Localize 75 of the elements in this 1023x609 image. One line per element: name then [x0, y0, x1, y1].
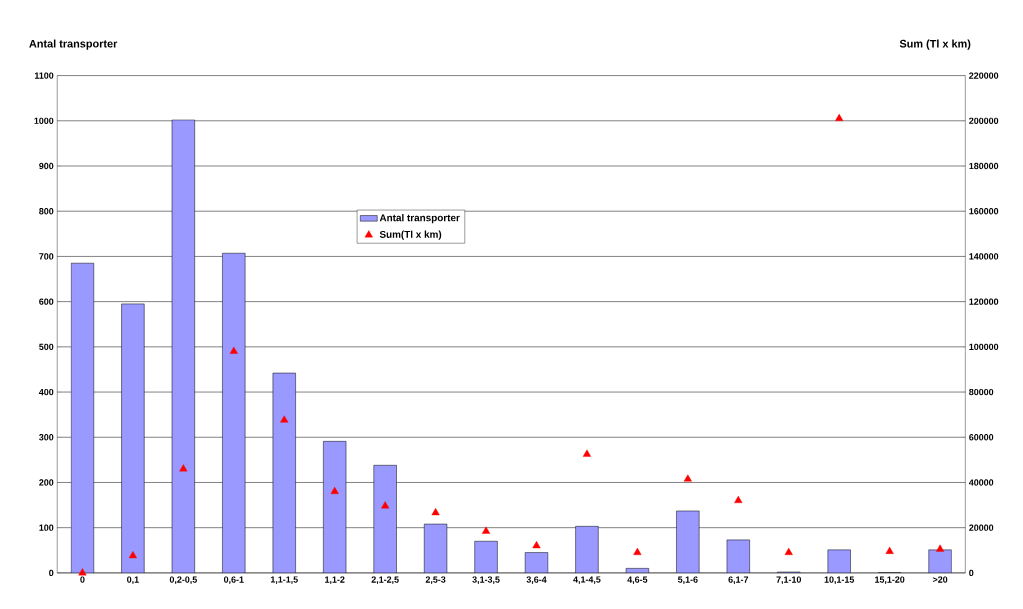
x-tick-label: 4,1-4,5 — [573, 576, 601, 585]
point — [532, 541, 541, 549]
x-tick-label: 0 — [80, 576, 85, 583]
point — [683, 474, 692, 482]
point — [936, 544, 945, 552]
legend-label: Sum(Tl x km) — [379, 230, 442, 240]
point — [431, 508, 440, 516]
y-tick-label: 1000 — [34, 117, 54, 125]
point — [330, 487, 339, 495]
y2-tick-label: 200000 — [969, 117, 999, 125]
y2-tick-label: 160000 — [969, 208, 999, 215]
point — [885, 546, 894, 554]
point — [229, 346, 238, 354]
bar — [474, 541, 498, 574]
point — [280, 415, 289, 423]
bar — [272, 372, 296, 574]
point — [633, 548, 642, 556]
bar — [323, 441, 347, 574]
y-tick-label: 800 — [39, 208, 54, 215]
y-tick-label: 500 — [39, 343, 54, 351]
x-tick-label: 0,1 — [127, 576, 139, 585]
point — [179, 464, 188, 472]
x-tick-label: 3,6-4 — [526, 576, 547, 585]
legend-label: Antal transporter — [379, 214, 460, 224]
y-tick-label: 200 — [39, 479, 54, 486]
bar — [373, 465, 397, 574]
x-tick-label: 10,1-15 — [824, 576, 855, 585]
x-tick-label: 5,1-6 — [677, 576, 698, 585]
x-tick-label: 15,1-20 — [875, 576, 905, 585]
y2-tick-label: 60000 — [969, 434, 994, 441]
point — [381, 501, 390, 509]
x-tick-label: 0,2-0,5 — [169, 576, 197, 585]
y2-tick-label: 220000 — [969, 72, 999, 79]
bar — [171, 119, 195, 574]
y-tick-label: 0 — [49, 569, 54, 577]
y2-tick-label: 80000 — [969, 389, 994, 396]
y-tick-label: 300 — [39, 434, 54, 441]
x-tick-label: 1,1-1,5 — [270, 576, 298, 585]
y2-axis-title: Sum (Tl x km) — [899, 39, 971, 50]
x-tick-label: 6,1-7 — [728, 576, 749, 585]
x-tick-label: 1,1-2 — [325, 576, 345, 585]
bar — [121, 303, 145, 574]
y2-tick-label: 120000 — [969, 298, 999, 305]
x-tick-label: 0,6-1 — [223, 576, 244, 585]
y-tick-label: 400 — [38, 389, 54, 396]
x-tick-label: >20 — [932, 576, 948, 583]
x-tick-label: 7,1-10 — [776, 576, 802, 585]
x-tick-label: 4,6-5 — [627, 576, 648, 585]
x-tick-label: 2,5-3 — [425, 576, 446, 585]
y2-tick-label: 40000 — [968, 479, 994, 486]
bar — [222, 253, 246, 574]
bar — [827, 549, 851, 574]
y-tick-label: 100 — [39, 524, 54, 531]
bar — [676, 510, 700, 574]
y2-tick-label: 0 — [969, 569, 974, 577]
point — [481, 526, 491, 534]
bar — [70, 263, 95, 574]
point — [784, 548, 793, 556]
y-tick-label: 900 — [39, 162, 54, 170]
y2-tick-label: 20000 — [969, 524, 994, 531]
point — [835, 114, 844, 122]
point — [128, 551, 137, 559]
y2-tick-label: 180000 — [969, 162, 999, 170]
x-tick-label: 3,1-3,5 — [472, 576, 500, 585]
point — [734, 496, 743, 504]
bar — [575, 526, 599, 574]
y2-tick-label: 100000 — [969, 343, 999, 351]
y-tick-label: 600 — [39, 298, 54, 305]
y-axis-title: Antal transporter — [29, 39, 118, 50]
y-tick-label: 700 — [39, 253, 54, 260]
x-tick-label: 2,1-2,5 — [371, 576, 399, 585]
y-tick-label: 1100 — [34, 72, 54, 79]
point — [78, 568, 87, 576]
y2-tick-label: 140000 — [969, 253, 999, 260]
point — [582, 449, 592, 457]
